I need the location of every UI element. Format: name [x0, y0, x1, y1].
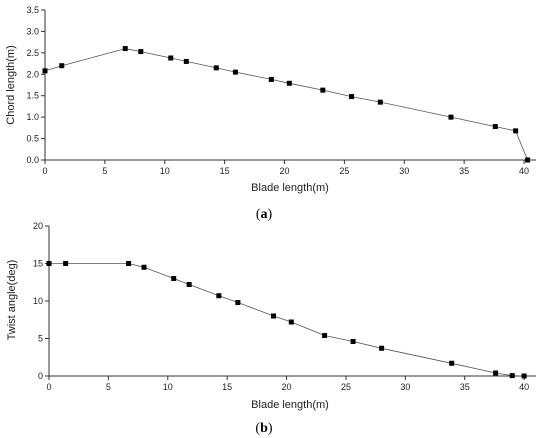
chord-y-tick-label: 1.5	[26, 91, 39, 101]
chord-data-point	[232, 69, 238, 75]
chord-x-tick-label: 35	[459, 166, 469, 176]
twist-data-point	[46, 261, 52, 266]
twist-data-point	[322, 333, 328, 338]
twist-data-point	[63, 261, 69, 266]
chord-data-point	[492, 124, 498, 130]
chord-y-axis-title: Chord length(m)	[5, 45, 17, 124]
chord-data-point	[286, 80, 292, 86]
twist-x-tick-label: 5	[106, 382, 111, 392]
twist-data-point	[379, 345, 385, 351]
twist-x-axis-title: Blade length(m)	[251, 399, 329, 411]
twist-x-tick-label: 25	[341, 382, 351, 392]
twist-x-tick-label: 20	[282, 382, 292, 392]
chord-chart: 0 5 10 15 20 25 30 35 40 0.0 0.5 1.0 1.5 2.0 2.5 3.0 3.…	[5, 5, 536, 222]
twist-y-tick-label: 5	[38, 334, 43, 344]
chord-data-point	[525, 157, 531, 163]
twist-y-tick-label: 15	[33, 259, 43, 269]
chord-y-tick-label: 0.5	[26, 134, 39, 144]
chord-x-axis-title: Blade length(m)	[251, 182, 329, 194]
twist-data-point	[171, 276, 177, 281]
twist-y-tick-label: 0	[38, 371, 43, 381]
twist-x-tick-label: 40	[519, 382, 529, 392]
chord-x-tick-label: 0	[42, 166, 47, 176]
chord-caption: (a)	[256, 207, 273, 222]
twist-data-point	[521, 373, 527, 379]
twist-data-point	[288, 319, 294, 325]
twist-data-point	[216, 293, 222, 299]
twist-x-tick-label: 35	[460, 382, 470, 392]
chord-data-point	[122, 46, 128, 52]
chord-x-tick-label: 30	[399, 166, 409, 176]
chord-data-point	[183, 58, 189, 64]
chord-y-tick-label: 3.5	[26, 5, 39, 15]
twist-data-point	[449, 360, 455, 366]
chord-data-point	[320, 87, 326, 93]
chord-data-point	[59, 63, 65, 69]
chord-x-tick-label: 5	[102, 166, 107, 176]
chord-data-point	[448, 114, 454, 120]
chord-x-tick-label: 20	[280, 166, 290, 176]
twist-data-point	[270, 313, 276, 319]
twist-data-point	[350, 339, 356, 344]
twist-x-tick-label: 30	[400, 382, 410, 392]
twist-y-axis-title: Twist angle(deg)	[6, 260, 18, 341]
chord-y-tick-label: 3.0	[26, 26, 39, 36]
chord-data-point	[138, 49, 144, 55]
twist-data-point	[509, 373, 515, 379]
chord-data-point	[349, 94, 355, 100]
chord-x-tick-label: 40	[519, 166, 529, 176]
twist-x-tick-label: 10	[163, 382, 173, 392]
chord-data-point	[213, 65, 219, 71]
chord-x-tick-label: 25	[339, 166, 349, 176]
twist-data-point	[235, 300, 241, 305]
chord-data-point	[42, 68, 48, 74]
chord-data-point	[168, 55, 174, 61]
twist-series-line	[49, 263, 525, 377]
twist-x-tick-label: 15	[222, 382, 232, 392]
chord-data-point	[513, 128, 519, 134]
chord-y-tick-label: 0.0	[26, 155, 39, 165]
chord-x-tick-label: 15	[220, 166, 230, 176]
twist-chart: 0 5 10 15 20 25 30 35 40 0 5 10 15 20 Blade length(m…	[6, 221, 536, 436]
chord-y-tick-label: 2.0	[26, 69, 39, 79]
twist-data-point	[141, 264, 147, 270]
twist-y-tick-label: 20	[33, 221, 43, 231]
twist-x-tick-label: 0	[46, 382, 51, 392]
chord-data-point	[268, 76, 274, 82]
chord-y-tick-label: 2.5	[26, 48, 39, 58]
twist-data-point	[126, 261, 132, 266]
twist-y-tick-label: 10	[33, 296, 43, 306]
chord-x-tick-label: 10	[160, 166, 170, 176]
chord-series-line	[44, 48, 528, 161]
twist-caption: (b)	[255, 421, 272, 436]
chord-data-point	[377, 99, 383, 105]
twist-data-point	[493, 370, 499, 376]
twist-data-point	[186, 282, 192, 287]
chord-y-tick-label: 1.0	[26, 112, 39, 122]
